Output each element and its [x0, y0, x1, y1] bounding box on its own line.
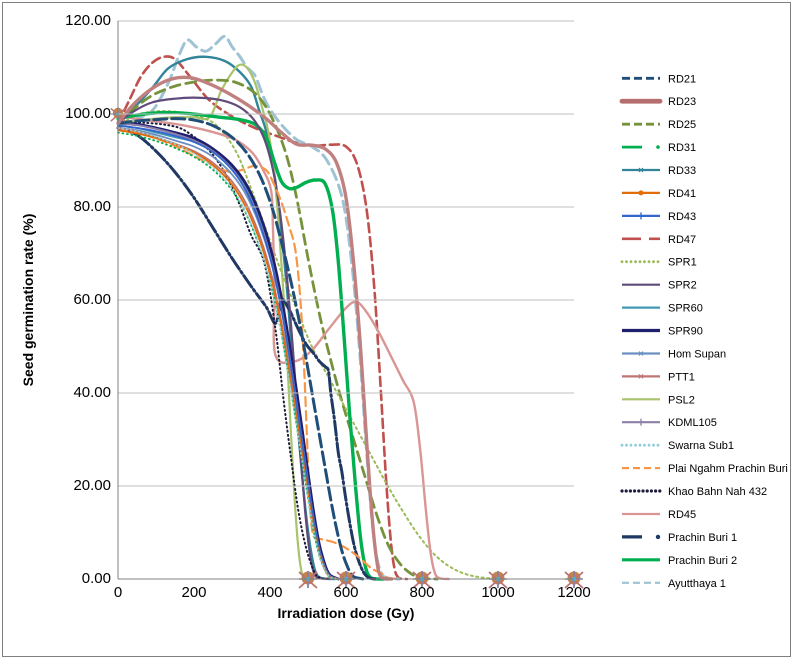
svg-text:60.00: 60.00 [73, 291, 111, 308]
svg-text:RD33: RD33 [668, 165, 696, 177]
svg-text:1000: 1000 [481, 584, 514, 601]
svg-text:40.00: 40.00 [73, 384, 111, 401]
svg-text:80.00: 80.00 [73, 198, 111, 215]
svg-text:Swarna Sub1: Swarna Sub1 [668, 440, 734, 452]
svg-text:SPR1: SPR1 [668, 257, 697, 269]
svg-text:Irradiation dose (Gy): Irradiation dose (Gy) [278, 605, 415, 621]
svg-text:0: 0 [114, 584, 122, 601]
svg-text:Plai Ngahm Prachin Buri: Plai Ngahm Prachin Buri [668, 463, 788, 475]
svg-text:Ayutthaya 1: Ayutthaya 1 [668, 578, 726, 590]
svg-text:RD47: RD47 [668, 234, 696, 246]
svg-text:800: 800 [409, 584, 434, 601]
svg-text:400: 400 [257, 584, 282, 601]
svg-text:SPR90: SPR90 [668, 326, 703, 338]
svg-text:PTT1: PTT1 [668, 371, 695, 383]
svg-text:Khao Bahn Nah 432: Khao Bahn Nah 432 [668, 486, 767, 498]
svg-text:600: 600 [333, 584, 358, 601]
svg-text:20.00: 20.00 [73, 477, 111, 494]
svg-text:RD45: RD45 [668, 509, 696, 521]
svg-text:RD21: RD21 [668, 73, 696, 85]
svg-text:RD23: RD23 [668, 96, 696, 108]
svg-text:200: 200 [181, 584, 206, 601]
svg-text:SPR2: SPR2 [668, 280, 697, 292]
svg-text:Seed germination rate (%): Seed germination rate (%) [20, 214, 36, 387]
svg-text:RD25: RD25 [668, 119, 696, 131]
svg-text:120.00: 120.00 [65, 12, 111, 29]
svg-text:RD43: RD43 [668, 211, 696, 223]
svg-text:0.00: 0.00 [82, 570, 111, 587]
svg-text:1200: 1200 [557, 584, 590, 601]
svg-text:PSL2: PSL2 [668, 394, 695, 406]
svg-text:RD31: RD31 [668, 142, 696, 154]
svg-text:100.00: 100.00 [65, 105, 111, 122]
svg-text:Prachin Buri 1: Prachin Buri 1 [668, 532, 737, 544]
svg-text:KDML105: KDML105 [668, 417, 717, 429]
svg-text:Hom Supan: Hom Supan [668, 349, 726, 361]
svg-text:RD41: RD41 [668, 188, 696, 200]
svg-text:SPR60: SPR60 [668, 303, 703, 315]
svg-text:Prachin Buri 2: Prachin Buri 2 [668, 555, 737, 567]
